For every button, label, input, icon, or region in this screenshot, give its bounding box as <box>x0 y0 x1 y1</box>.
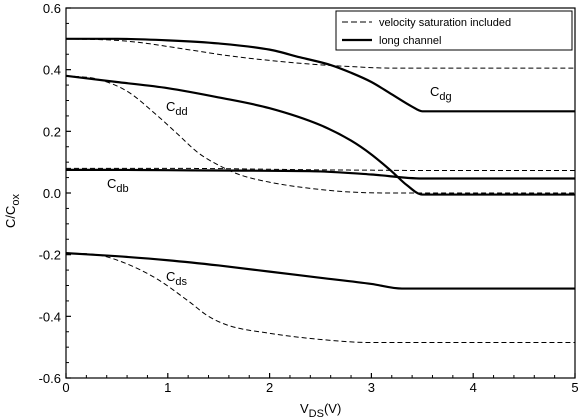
x-tick-label: 2 <box>266 380 273 395</box>
series-line-cdb-dashed <box>66 167 575 171</box>
x-axis-label: VDS(V) <box>300 401 341 419</box>
legend-label-velocity-saturation: velocity saturation included <box>379 17 511 29</box>
y-tick-label: -0.2 <box>39 248 61 263</box>
y-tick-label: 0.0 <box>43 186 61 201</box>
series-line-cds-solid <box>65 252 575 290</box>
x-tick-label: 5 <box>571 380 578 395</box>
curve-label-cdg: Cdg <box>430 84 452 103</box>
series-line-cds-dashed <box>65 252 575 344</box>
y-tick-label: 0.6 <box>43 1 61 16</box>
series-line-cdd-solid <box>65 74 575 196</box>
series-line-cdg-dashed <box>65 38 575 69</box>
legend-box <box>335 10 573 51</box>
legend: velocity saturation included long channe… <box>335 10 573 51</box>
curve-label-cdb: Cdb <box>107 176 129 195</box>
x-tick-label: 3 <box>368 380 375 395</box>
series-line-cdb-solid <box>66 168 575 180</box>
y-tick-label: -0.4 <box>39 309 61 324</box>
curves-group <box>65 37 575 344</box>
x-tick-label: 4 <box>470 380 477 395</box>
x-tick-label: 1 <box>164 380 171 395</box>
curve-label-cdd: Cdd <box>166 99 188 118</box>
y-tick-label: 0.2 <box>43 124 61 139</box>
series-line-cdg-solid <box>66 37 575 113</box>
curve-label-cds: Cds <box>166 269 188 288</box>
axis-ticks: 0 1 2 3 4 5 -0.6 -0.4 -0.2 0.0 0.2 0.4 0.6 <box>39 1 578 395</box>
legend-label-long-channel: long channel <box>379 35 441 47</box>
y-tick-label: -0.6 <box>39 371 61 386</box>
y-axis-label: C/Cox <box>3 193 22 228</box>
y-tick-label: 0.4 <box>43 63 61 78</box>
x-tick-label: 0 <box>62 380 69 395</box>
series-line-cdd-dashed <box>65 75 575 194</box>
